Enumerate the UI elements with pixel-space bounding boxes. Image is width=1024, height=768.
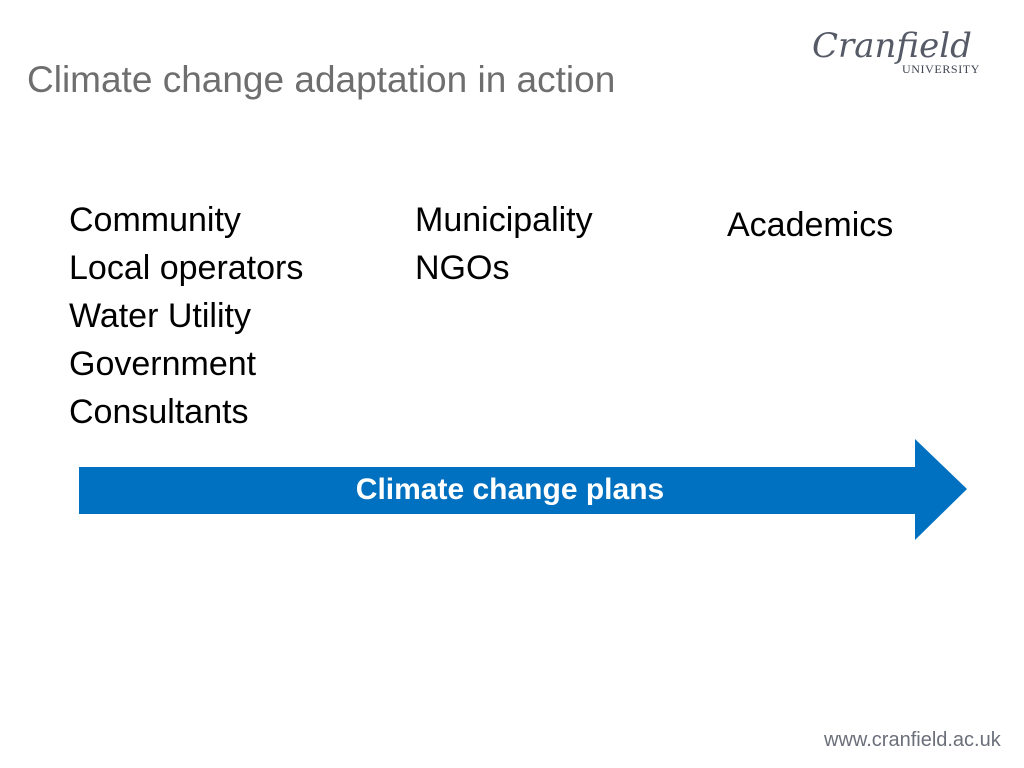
stakeholder-item: Local operators (69, 249, 304, 287)
stakeholder-item: Government (69, 345, 257, 383)
stakeholder-item: Academics (727, 206, 894, 244)
footer-url: www.cranfield.ac.uk (824, 729, 1001, 751)
logo-wordmark: Cranfield (812, 26, 972, 66)
cranfield-logo: Cranfield UNIVERSITY (812, 24, 1002, 80)
logo-subtitle: UNIVERSITY (902, 62, 980, 76)
stakeholder-item: Consultants (69, 393, 249, 431)
stakeholder-item: NGOs (415, 249, 510, 287)
stakeholder-item: Municipality (415, 201, 593, 239)
stakeholder-item: Water Utility (69, 297, 251, 335)
arrow-label: Climate change plans (355, 473, 665, 506)
right-arrow-icon (79, 439, 967, 540)
climate-plans-arrow: Climate change plans (79, 439, 967, 540)
stakeholder-column-3: Academics (727, 201, 893, 249)
stakeholder-item: Community (69, 201, 241, 239)
stakeholder-column-1: Community Local operators Water Utility … (69, 196, 303, 436)
stakeholder-column-2: Municipality NGOs (415, 196, 593, 292)
slide-title: Climate change adaptation in action (27, 59, 616, 100)
